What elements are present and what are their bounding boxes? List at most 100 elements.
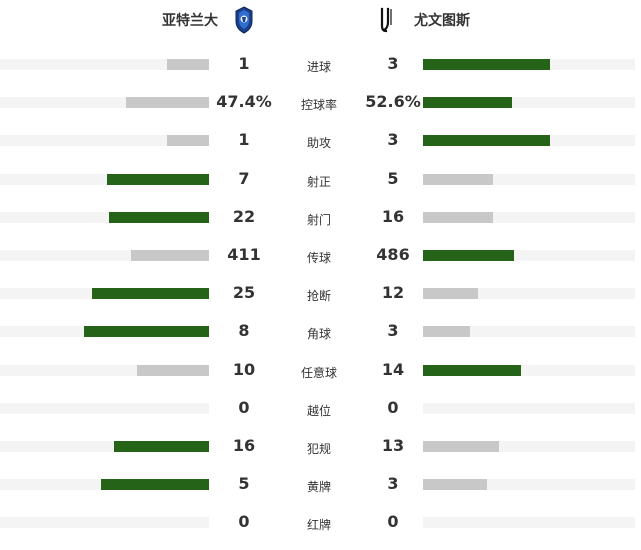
home-stat-bar [167,59,209,70]
home-stat-value: 1 [238,130,250,150]
away-stat-bar [423,59,550,70]
home-stat-bar [92,288,209,300]
stat-label: 射门 [306,212,331,227]
home-stat-bar [84,326,209,338]
stat-row: 1 进球 3 [0,46,641,84]
away-stat-value: 3 [387,54,399,73]
home-stat-bar [101,479,209,491]
stat-label: 任意球 [300,365,337,380]
home-stat-value: 411 [227,244,261,264]
stat-row: 1 助攻 3 [0,122,641,160]
stat-row: 22 射门 16 [0,199,641,237]
away-stat-value: 3 [387,321,399,341]
away-stat-bar [423,135,550,147]
home-stat-value: 0 [238,397,250,417]
home-stat-value: 22 [232,206,256,226]
stat-label: 射正 [306,174,331,189]
home-bar-track [0,364,209,376]
stat-row: 0 越位 0 [0,390,641,428]
away-stat-bar [423,326,470,338]
home-stat-value: 0 [238,512,250,532]
home-stat-value: 7 [238,168,250,188]
away-stat-bar [423,173,493,185]
away-bar-track [423,288,635,300]
stat-row: 0 红牌 0 [0,504,641,542]
home-stat-value: 47.4% [216,92,272,112]
stat-label: 角球 [306,327,331,342]
away-bar-track [423,479,635,491]
home-stat-value: 25 [232,283,256,303]
stats-table: 1 进球 3 47.4% 控球率 52.6% 1 助攻 3 7 射正 5 22 射门 16 411 传球 486 2… [0,46,641,542]
stat-label: 进球 [306,60,331,74]
home-stat-value: 5 [238,474,250,494]
away-stat-value: 3 [387,474,399,494]
away-stat-value: 14 [381,359,405,379]
home-stat-bar [131,249,209,261]
away-bar-track [423,173,635,185]
home-bar-track [0,173,209,185]
away-stat-value: 16 [381,206,405,226]
away-bar-track [423,97,635,109]
home-stat-value: 8 [238,321,250,341]
away-bar-track [423,326,635,338]
stat-label: 越位 [306,403,331,418]
home-bar-track [0,517,209,529]
away-stat-value: 5 [387,168,399,188]
away-bar-track [423,517,635,529]
home-stat-value: 1 [238,54,250,73]
juventus-logo-icon [380,7,392,33]
match-header: 亚特兰大 尤文图斯 [0,0,641,40]
away-stat-bar [423,249,514,261]
stat-row: 5 黄牌 3 [0,466,641,504]
away-bar-track [423,249,635,261]
stat-row: 8 角球 3 [0,313,641,351]
home-bar-track [0,97,209,109]
away-stat-value: 13 [381,435,405,455]
stat-label: 犯规 [306,441,331,456]
stat-label: 黄牌 [306,480,331,495]
home-stat-bar [107,173,209,185]
home-bar-track [0,59,209,70]
home-bar-track [0,249,209,261]
stat-row: 10 任意球 14 [0,352,641,390]
stat-label: 红牌 [306,518,331,533]
away-stat-bar [423,440,499,452]
away-team-name: 尤文图斯 [414,13,470,29]
home-stat-value: 16 [232,435,256,455]
home-team-name: 亚特兰大 [162,13,218,29]
away-stat-value: 52.6% [365,92,421,112]
home-stat-value: 10 [232,359,256,379]
stat-row: 7 射正 5 [0,161,641,199]
home-stat-bar [126,97,209,109]
stat-row: 25 抢断 12 [0,275,641,313]
away-stat-value: 0 [387,397,399,417]
home-stat-bar [109,211,209,223]
stat-label: 控球率 [300,98,337,113]
atalanta-crest-icon [235,6,253,34]
home-stat-bar [114,440,209,452]
stat-row: 411 传球 486 [0,237,641,275]
home-bar-track [0,402,209,414]
away-stat-bar [423,479,487,491]
stat-label: 助攻 [306,136,331,151]
stat-label: 抢断 [306,289,331,304]
stat-row: 16 犯规 13 [0,428,641,466]
away-bar-track [423,364,635,376]
home-stat-bar [167,135,209,147]
home-bar-track [0,211,209,223]
stat-row: 47.4% 控球率 52.6% [0,84,641,122]
away-stat-value: 3 [387,130,399,150]
away-stat-bar [423,288,478,300]
away-stat-value: 12 [381,283,405,303]
away-bar-track [423,440,635,452]
home-stat-bar [137,364,209,376]
away-stat-bar [423,97,512,109]
away-bar-track [423,211,635,223]
away-stat-bar [423,364,521,376]
home-bar-track [0,440,209,452]
home-bar-track [0,135,209,147]
stat-label: 传球 [306,250,331,265]
away-bar-track [423,402,635,414]
away-stat-value: 0 [387,512,399,532]
away-stat-bar [423,211,493,223]
